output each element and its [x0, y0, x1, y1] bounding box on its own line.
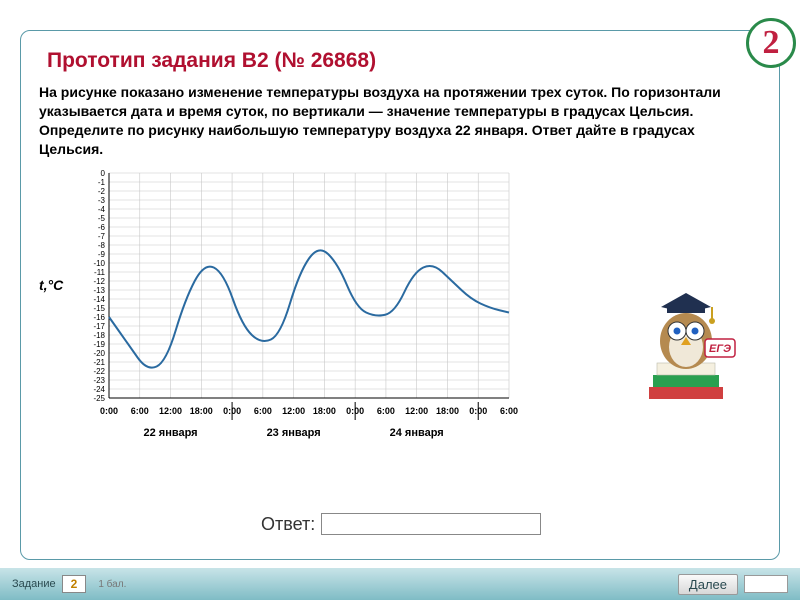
svg-text:-7: -7: [98, 232, 106, 241]
svg-text:6:00: 6:00: [254, 406, 272, 416]
svg-text:-4: -4: [98, 205, 106, 214]
svg-text:-25: -25: [93, 394, 105, 403]
svg-text:6:00: 6:00: [377, 406, 395, 416]
footer-task-number: 2: [62, 575, 87, 593]
next-button[interactable]: Далее: [678, 574, 738, 595]
answer-label: Ответ:: [261, 514, 315, 535]
svg-text:-2: -2: [98, 187, 106, 196]
svg-text:12:00: 12:00: [159, 406, 182, 416]
svg-text:-24: -24: [93, 385, 105, 394]
svg-text:-15: -15: [93, 304, 105, 313]
svg-text:18:00: 18:00: [190, 406, 213, 416]
answer-row: Ответ:: [261, 513, 541, 535]
svg-text:12:00: 12:00: [405, 406, 428, 416]
svg-text:-23: -23: [93, 376, 105, 385]
svg-text:-17: -17: [93, 322, 105, 331]
svg-text:6:00: 6:00: [131, 406, 149, 416]
svg-text:-1: -1: [98, 178, 106, 187]
svg-text:-8: -8: [98, 241, 106, 250]
footer-small-box: [744, 575, 788, 593]
svg-text:-13: -13: [93, 286, 105, 295]
footer-task-label: Задание: [12, 578, 56, 590]
slide-frame: Прототип задания B2 (№ 26868) На рисунке…: [20, 30, 780, 560]
svg-text:-10: -10: [93, 259, 105, 268]
svg-text:24 января: 24 января: [390, 427, 444, 439]
footer-points: 1 бал.: [98, 579, 126, 590]
svg-text:-5: -5: [98, 214, 106, 223]
svg-text:-14: -14: [93, 295, 105, 304]
problem-text: На рисунке показано изменение температур…: [39, 83, 761, 159]
svg-text:0: 0: [101, 169, 106, 178]
svg-text:-22: -22: [93, 367, 105, 376]
svg-text:-6: -6: [98, 223, 106, 232]
y-axis-label: t,°C: [39, 277, 63, 293]
svg-text:-11: -11: [94, 268, 106, 277]
task-number-badge: 2: [746, 18, 796, 68]
svg-text:-18: -18: [93, 331, 105, 340]
temperature-chart: 0-1-2-3-4-5-6-7-8-9-10-11-12-13-14-15-16…: [79, 167, 539, 467]
owl-mascot: ЕГЭ: [631, 291, 741, 426]
page-title: Прототип задания B2 (№ 26868): [47, 49, 761, 73]
svg-text:-20: -20: [93, 349, 105, 358]
mascot-badge-text: ЕГЭ: [709, 343, 731, 355]
svg-text:-3: -3: [98, 196, 106, 205]
svg-text:0:00: 0:00: [100, 406, 118, 416]
svg-text:18:00: 18:00: [313, 406, 336, 416]
svg-text:-9: -9: [98, 250, 106, 259]
svg-text:-16: -16: [93, 313, 105, 322]
svg-text:23 января: 23 января: [267, 427, 321, 439]
svg-text:-21: -21: [93, 358, 105, 367]
answer-input[interactable]: [321, 513, 541, 535]
svg-text:12:00: 12:00: [282, 406, 305, 416]
chart-container: t,°C 0-1-2-3-4-5-6-7-8-9-10-11-12-13-14-…: [79, 167, 559, 467]
footer-bar: Задание 2 1 бал. Далее: [0, 568, 800, 600]
svg-text:-19: -19: [93, 340, 105, 349]
svg-text:-12: -12: [93, 277, 105, 286]
svg-text:18:00: 18:00: [436, 406, 459, 416]
svg-text:22 января: 22 января: [143, 427, 197, 439]
badge-number: 2: [763, 24, 780, 62]
svg-text:6:00: 6:00: [500, 406, 518, 416]
